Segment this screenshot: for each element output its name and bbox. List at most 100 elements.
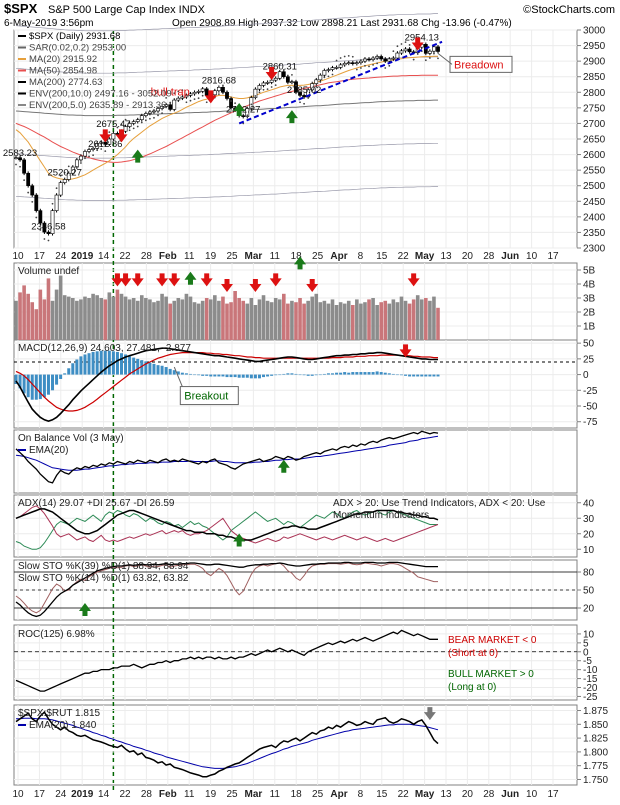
- price-y-tick: 2350: [583, 228, 606, 239]
- macd-histogram-bar: [115, 351, 119, 375]
- macd-histogram-bar: [87, 353, 91, 375]
- x-tick-label: 11: [270, 789, 281, 800]
- macd-histogram-bar: [270, 374, 274, 376]
- macd-histogram-bar: [63, 373, 67, 375]
- macd-histogram-bar: [387, 373, 391, 375]
- volume-bar: [22, 285, 26, 340]
- price-candle: [354, 62, 359, 65]
- price-candle: [371, 57, 375, 60]
- obv-legend: EMA(20): [29, 445, 68, 456]
- sar-dot: [295, 84, 297, 87]
- adx-title: ADX(14) 29.07 +DI 25.67 -DI 26.59: [18, 498, 175, 509]
- sar-dot: [331, 73, 334, 76]
- panel-frame-obv: [13, 429, 578, 494]
- sar-dot: [136, 125, 139, 128]
- roc-note: (Short at 0): [448, 648, 498, 659]
- volume-bar: [294, 302, 298, 340]
- ratio-y-tick: 1.825: [583, 734, 608, 745]
- sar-dot: [120, 123, 123, 126]
- price-candle: [403, 48, 408, 52]
- sar-dot: [364, 64, 366, 67]
- buy-arrow: [131, 149, 144, 163]
- sar-dot: [400, 43, 403, 45]
- x-tick-label: Apr: [330, 789, 347, 800]
- volume-bar: [290, 300, 294, 340]
- x-tick-label: Mar: [245, 251, 263, 262]
- x-tick-label: 25: [312, 251, 324, 262]
- macd-y-tick: -25: [583, 386, 598, 397]
- price-candle: [322, 70, 327, 76]
- sar-dot: [181, 89, 184, 92]
- volume-bar: [127, 299, 132, 340]
- volume-bar: [115, 289, 120, 340]
- volume-bar: [160, 293, 164, 340]
- macd-histogram-bar: [59, 374, 63, 379]
- price-candle: [204, 88, 209, 96]
- sar-dot: [205, 101, 208, 104]
- volume-bar: [188, 296, 193, 340]
- brand-label: ©StockCharts.com: [523, 4, 615, 16]
- price-candle: [123, 126, 128, 132]
- price-candle: [152, 110, 156, 113]
- price-candle: [269, 79, 274, 83]
- x-tick-label: 10: [526, 789, 538, 800]
- macd-histogram-bar: [347, 372, 351, 375]
- x-tick-label: 28: [141, 789, 153, 800]
- macd-histogram-bar: [83, 354, 87, 375]
- callout-leader: [437, 52, 453, 65]
- macd-histogram-bar: [95, 351, 99, 375]
- sar-dot: [177, 90, 180, 93]
- price-candle: [285, 76, 290, 83]
- volume-bar: [359, 303, 363, 340]
- x-tick-label: 17: [547, 789, 559, 800]
- volume-bar: [139, 295, 144, 340]
- volume-sell-arrow: [111, 273, 124, 287]
- sar-dot: [396, 45, 399, 48]
- sar-dot: [19, 165, 21, 168]
- macd-histogram-bar: [237, 374, 241, 378]
- x-tick-label: 17: [34, 251, 46, 262]
- volume-bar: [318, 302, 323, 340]
- price-candle: [363, 58, 367, 62]
- macd-histogram-bar: [241, 374, 245, 378]
- price-candle: [298, 91, 302, 96]
- x-tick-label: 15: [376, 789, 388, 800]
- volume-bar: [229, 302, 233, 340]
- macd-histogram-bar: [34, 374, 38, 400]
- price-legend-entry: ENV(200,10.0) 2497.16 - 3052.09: [29, 89, 172, 100]
- price-candle: [212, 90, 217, 96]
- macd-histogram-bar: [176, 371, 180, 375]
- volume-bar: [411, 299, 416, 340]
- ratio-down-arrow: [423, 707, 436, 721]
- obv-buy-arrow: [277, 459, 290, 473]
- adx-y-tick: 20: [583, 529, 595, 540]
- sar-dot: [360, 67, 362, 69]
- price-candle: [387, 58, 392, 62]
- macd-histogram-bar: [128, 356, 132, 375]
- volume-bar: [282, 293, 286, 340]
- volume-bar: [419, 299, 424, 340]
- volume-bar: [379, 302, 383, 340]
- macd-y-tick: 25: [583, 354, 595, 365]
- volume-bar: [273, 298, 278, 340]
- volume-bar: [306, 300, 310, 340]
- sar-dot: [84, 157, 86, 160]
- price-label: 2583.23: [3, 148, 37, 159]
- volume-y-tick: 5B: [583, 266, 596, 277]
- roc-y-tick: 0: [583, 647, 589, 658]
- volume-bar: [225, 303, 229, 340]
- x-tick-label: 2019: [71, 251, 94, 262]
- volume-bar: [221, 296, 225, 340]
- x-tick-label: 2019: [71, 789, 94, 800]
- sto-subtitle: Slow STO %K(14) %D(1) 63.82, 63.82: [18, 573, 189, 584]
- macd-histogram-bar: [432, 374, 436, 377]
- volume-bar: [428, 300, 432, 340]
- price-label: 2785.02: [287, 85, 321, 96]
- sar-dot: [299, 101, 301, 104]
- volume-y-tick: 3B: [583, 294, 596, 305]
- x-tick-label: 11: [270, 251, 281, 262]
- x-tick-label: 11: [184, 789, 195, 800]
- volume-bar: [326, 303, 331, 340]
- sar-dot: [250, 103, 253, 106]
- volume-bar: [180, 299, 185, 340]
